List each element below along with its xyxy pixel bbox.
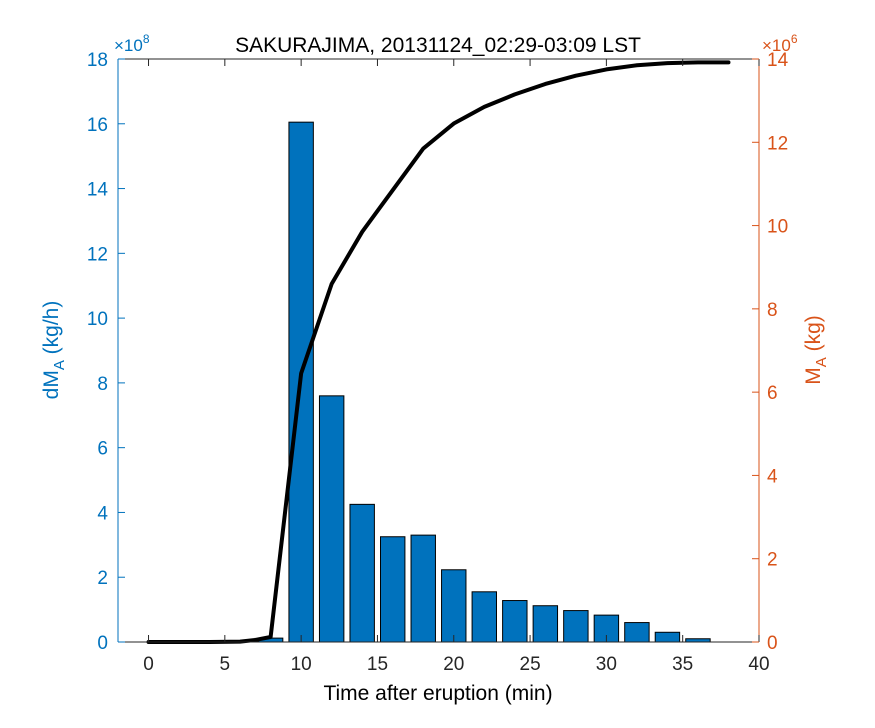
right-tick-label: 14 bbox=[767, 50, 789, 71]
right-axis-exponent-power: 6 bbox=[791, 32, 798, 46]
left-tick-label: 10 bbox=[87, 309, 108, 330]
x-tick-label: 25 bbox=[520, 654, 541, 675]
left-tick-label: 8 bbox=[97, 374, 108, 395]
left-tick-label: 16 bbox=[87, 115, 108, 136]
x-tick-label: 40 bbox=[748, 654, 769, 675]
bar bbox=[654, 631, 681, 643]
plot-area bbox=[118, 59, 759, 642]
bar bbox=[318, 395, 345, 643]
x-tick-label: 15 bbox=[367, 654, 388, 675]
bar bbox=[410, 534, 436, 643]
bar bbox=[624, 622, 650, 643]
bar bbox=[563, 610, 589, 643]
left-tick-label: 18 bbox=[87, 50, 108, 71]
left-tick-label: 0 bbox=[97, 633, 108, 654]
right-tick-label: 0 bbox=[767, 633, 778, 654]
x-tick-label: 0 bbox=[143, 654, 154, 675]
right-tick-label: 4 bbox=[767, 466, 778, 487]
right-tick-label: 6 bbox=[767, 383, 778, 404]
chart-title: SAKURAJIMA, 20131124_02:29-03:09 LST bbox=[235, 34, 641, 57]
right-axis-label-sub: A bbox=[813, 357, 830, 367]
bars-layer bbox=[257, 121, 711, 643]
left-axis-label-sub: A bbox=[51, 360, 68, 370]
left-axis-label: dMA (kg/h) bbox=[40, 301, 68, 400]
axes-layer: 0 5 10 15 20 25 30 35 40024681012141618024681012… bbox=[87, 50, 789, 675]
left-axis-label-main: dM bbox=[40, 370, 63, 399]
x-tick-label: 5 bbox=[220, 654, 231, 675]
bar bbox=[502, 600, 528, 643]
left-tick-label: 4 bbox=[97, 503, 108, 524]
bar bbox=[380, 536, 406, 643]
left-tick-label: 2 bbox=[97, 568, 108, 589]
left-axis-exponent: ×108 bbox=[114, 32, 150, 55]
x-tick-label: 35 bbox=[672, 654, 693, 675]
left-axis-label-unit: (kg/h) bbox=[40, 301, 63, 361]
right-axis-exponent-prefix: ×10 bbox=[762, 36, 791, 55]
x-tick-label: 30 bbox=[596, 654, 617, 675]
right-axis-label: MA (kg) bbox=[802, 315, 830, 385]
x-axis-label: Time after eruption (min) bbox=[323, 682, 552, 705]
right-axis-label-unit: (kg) bbox=[802, 315, 825, 357]
left-axis-exponent-prefix: ×10 bbox=[114, 36, 143, 55]
right-tick-label: 12 bbox=[767, 133, 788, 154]
line-layer bbox=[146, 60, 731, 644]
left-axis-exponent-power: 8 bbox=[143, 32, 150, 46]
right-tick-label: 10 bbox=[767, 217, 788, 238]
bar bbox=[471, 591, 497, 643]
left-tick-label: 6 bbox=[97, 439, 108, 460]
x-tick-label: 20 bbox=[443, 654, 464, 675]
left-tick-label: 14 bbox=[87, 180, 109, 201]
bar bbox=[441, 569, 467, 643]
right-axis-exponent: ×106 bbox=[762, 32, 798, 55]
right-axis-label-main: M bbox=[802, 367, 825, 385]
bar bbox=[532, 605, 559, 643]
right-tick-label: 8 bbox=[767, 300, 778, 321]
x-tick-label: 10 bbox=[291, 654, 312, 675]
cumulative-mass-line bbox=[146, 60, 731, 644]
bar bbox=[349, 503, 375, 643]
right-tick-label: 2 bbox=[767, 550, 778, 571]
left-tick-label: 12 bbox=[87, 244, 108, 265]
